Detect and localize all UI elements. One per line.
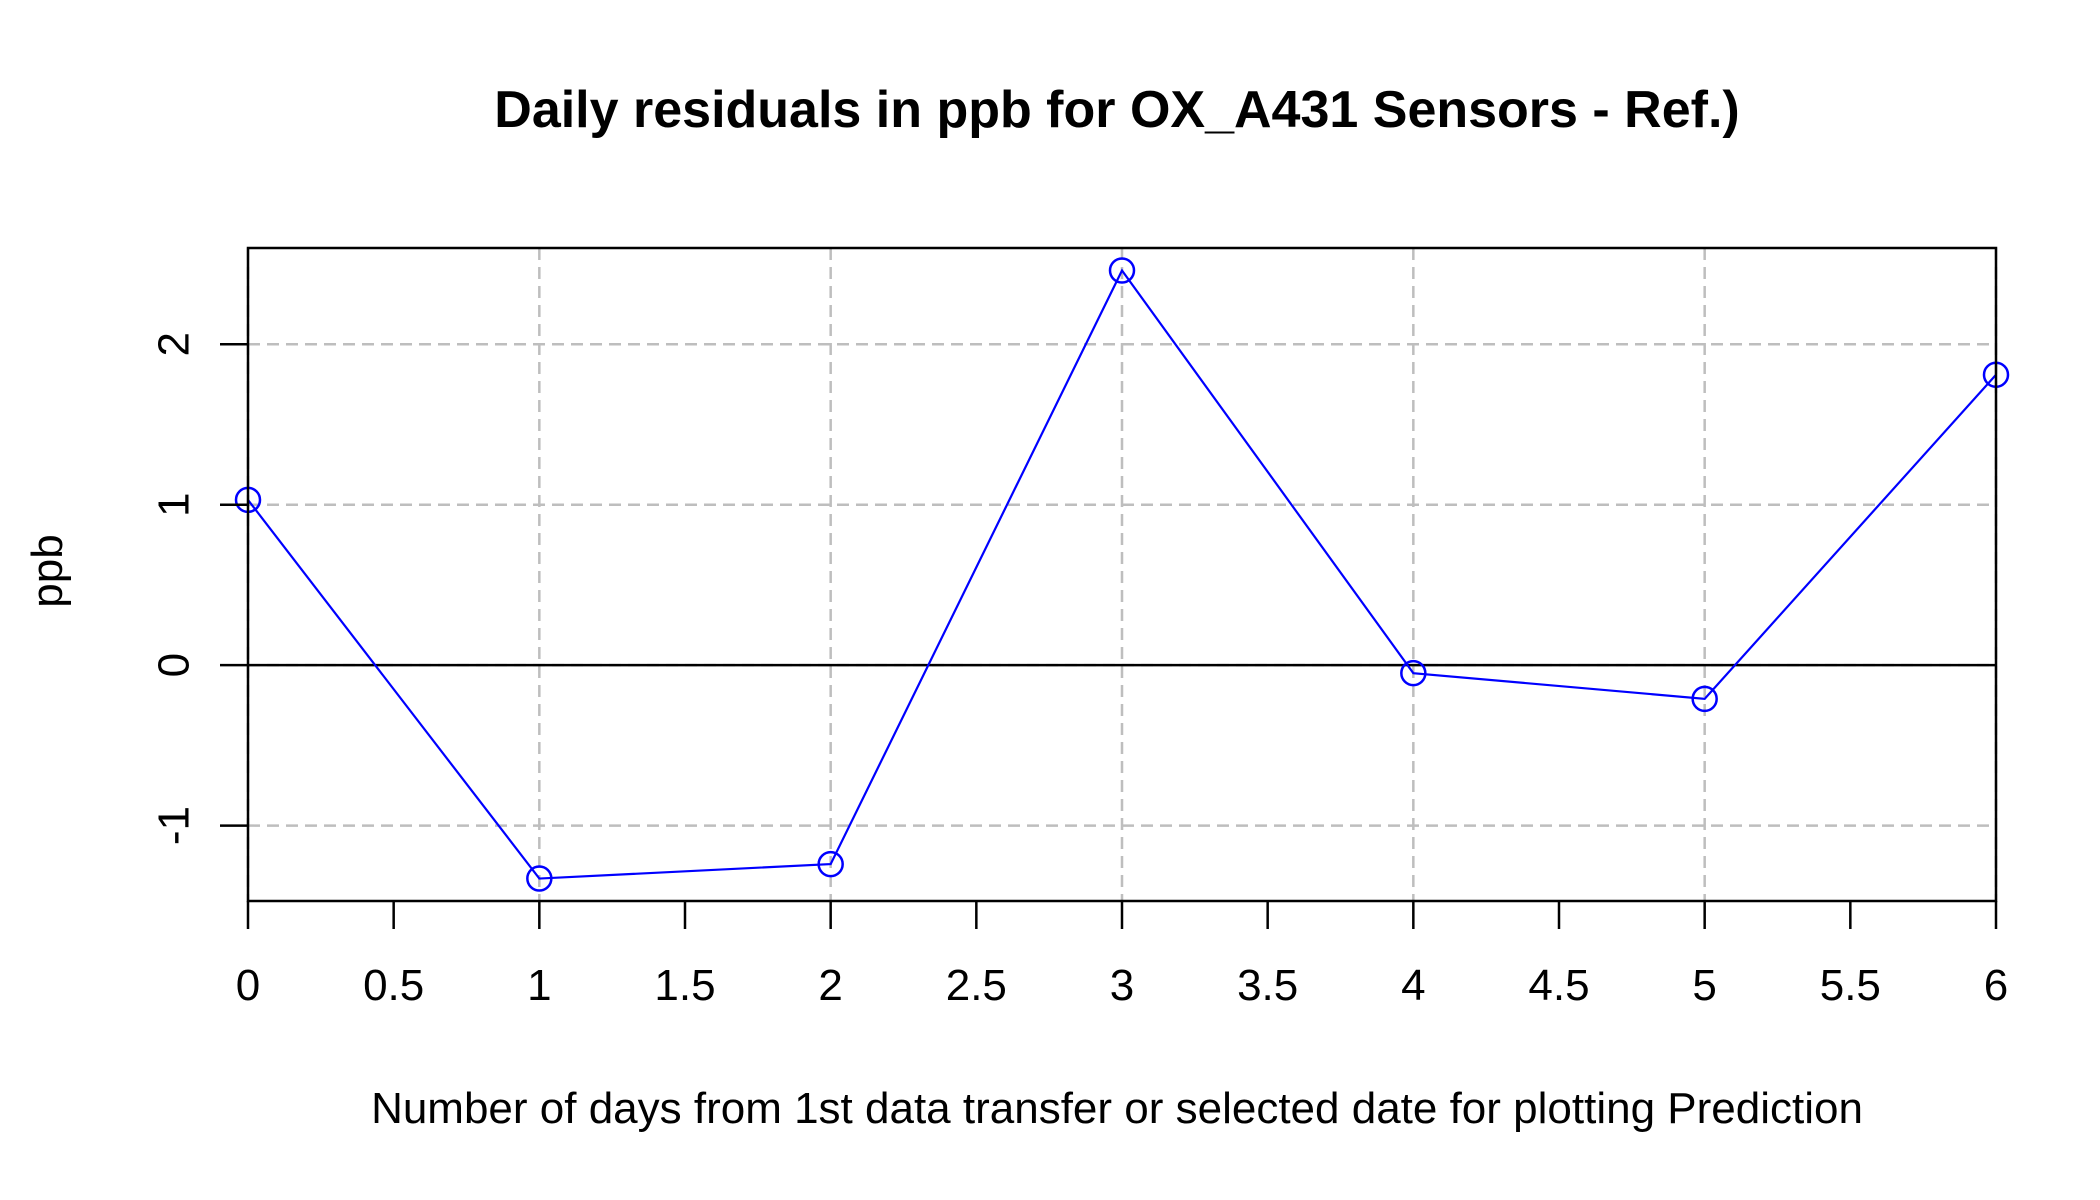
grid [246, 248, 1998, 901]
data-point-4 [1400, 659, 1427, 687]
x-axis: 0 0.5 1 1.5 2 2.5 3 3.5 4 4.5 5 5.5 6 [236, 901, 2008, 1010]
y-tick-label-2: 1 [150, 492, 199, 516]
x-tick-label-3: 1.5 [654, 961, 715, 1010]
y-tick-label-1: 0 [150, 653, 199, 677]
x-tick-label-4: 2 [818, 961, 842, 1010]
data-point-2 [817, 850, 844, 878]
chart-title: Daily residuals in ppb for OX_A431 Senso… [494, 81, 1739, 139]
x-axis-label: Number of days from 1st data transfer or… [371, 1084, 1863, 1133]
data-point-1 [526, 865, 553, 892]
x-tick-label-7: 3.5 [1237, 961, 1298, 1010]
x-tick-label-11: 5.5 [1820, 961, 1881, 1010]
y-tick-label-0: -1 [150, 806, 199, 845]
x-tick-label-0: 0 [236, 961, 260, 1010]
x-tick-label-1: 0.5 [363, 961, 424, 1010]
series-line-0 [247, 268, 1997, 880]
x-tick-label-2: 1 [527, 961, 551, 1010]
data-point-5 [1691, 685, 1718, 713]
y-tick-label-3: 2 [150, 332, 199, 356]
x-tick-label-10: 5 [1692, 961, 1716, 1010]
series-group [234, 257, 2010, 892]
y-axis-label: ppb [23, 534, 72, 607]
x-tick-label-5: 2.5 [946, 961, 1007, 1010]
x-tick-label-12: 6 [1984, 961, 2008, 1010]
x-tick-label-6: 3 [1110, 961, 1134, 1010]
y-axis: -1 0 1 2 [150, 332, 248, 845]
data-point-3 [1108, 257, 1136, 284]
x-tick-label-8: 4 [1401, 961, 1425, 1010]
x-tick-label-9: 4.5 [1528, 961, 1589, 1010]
